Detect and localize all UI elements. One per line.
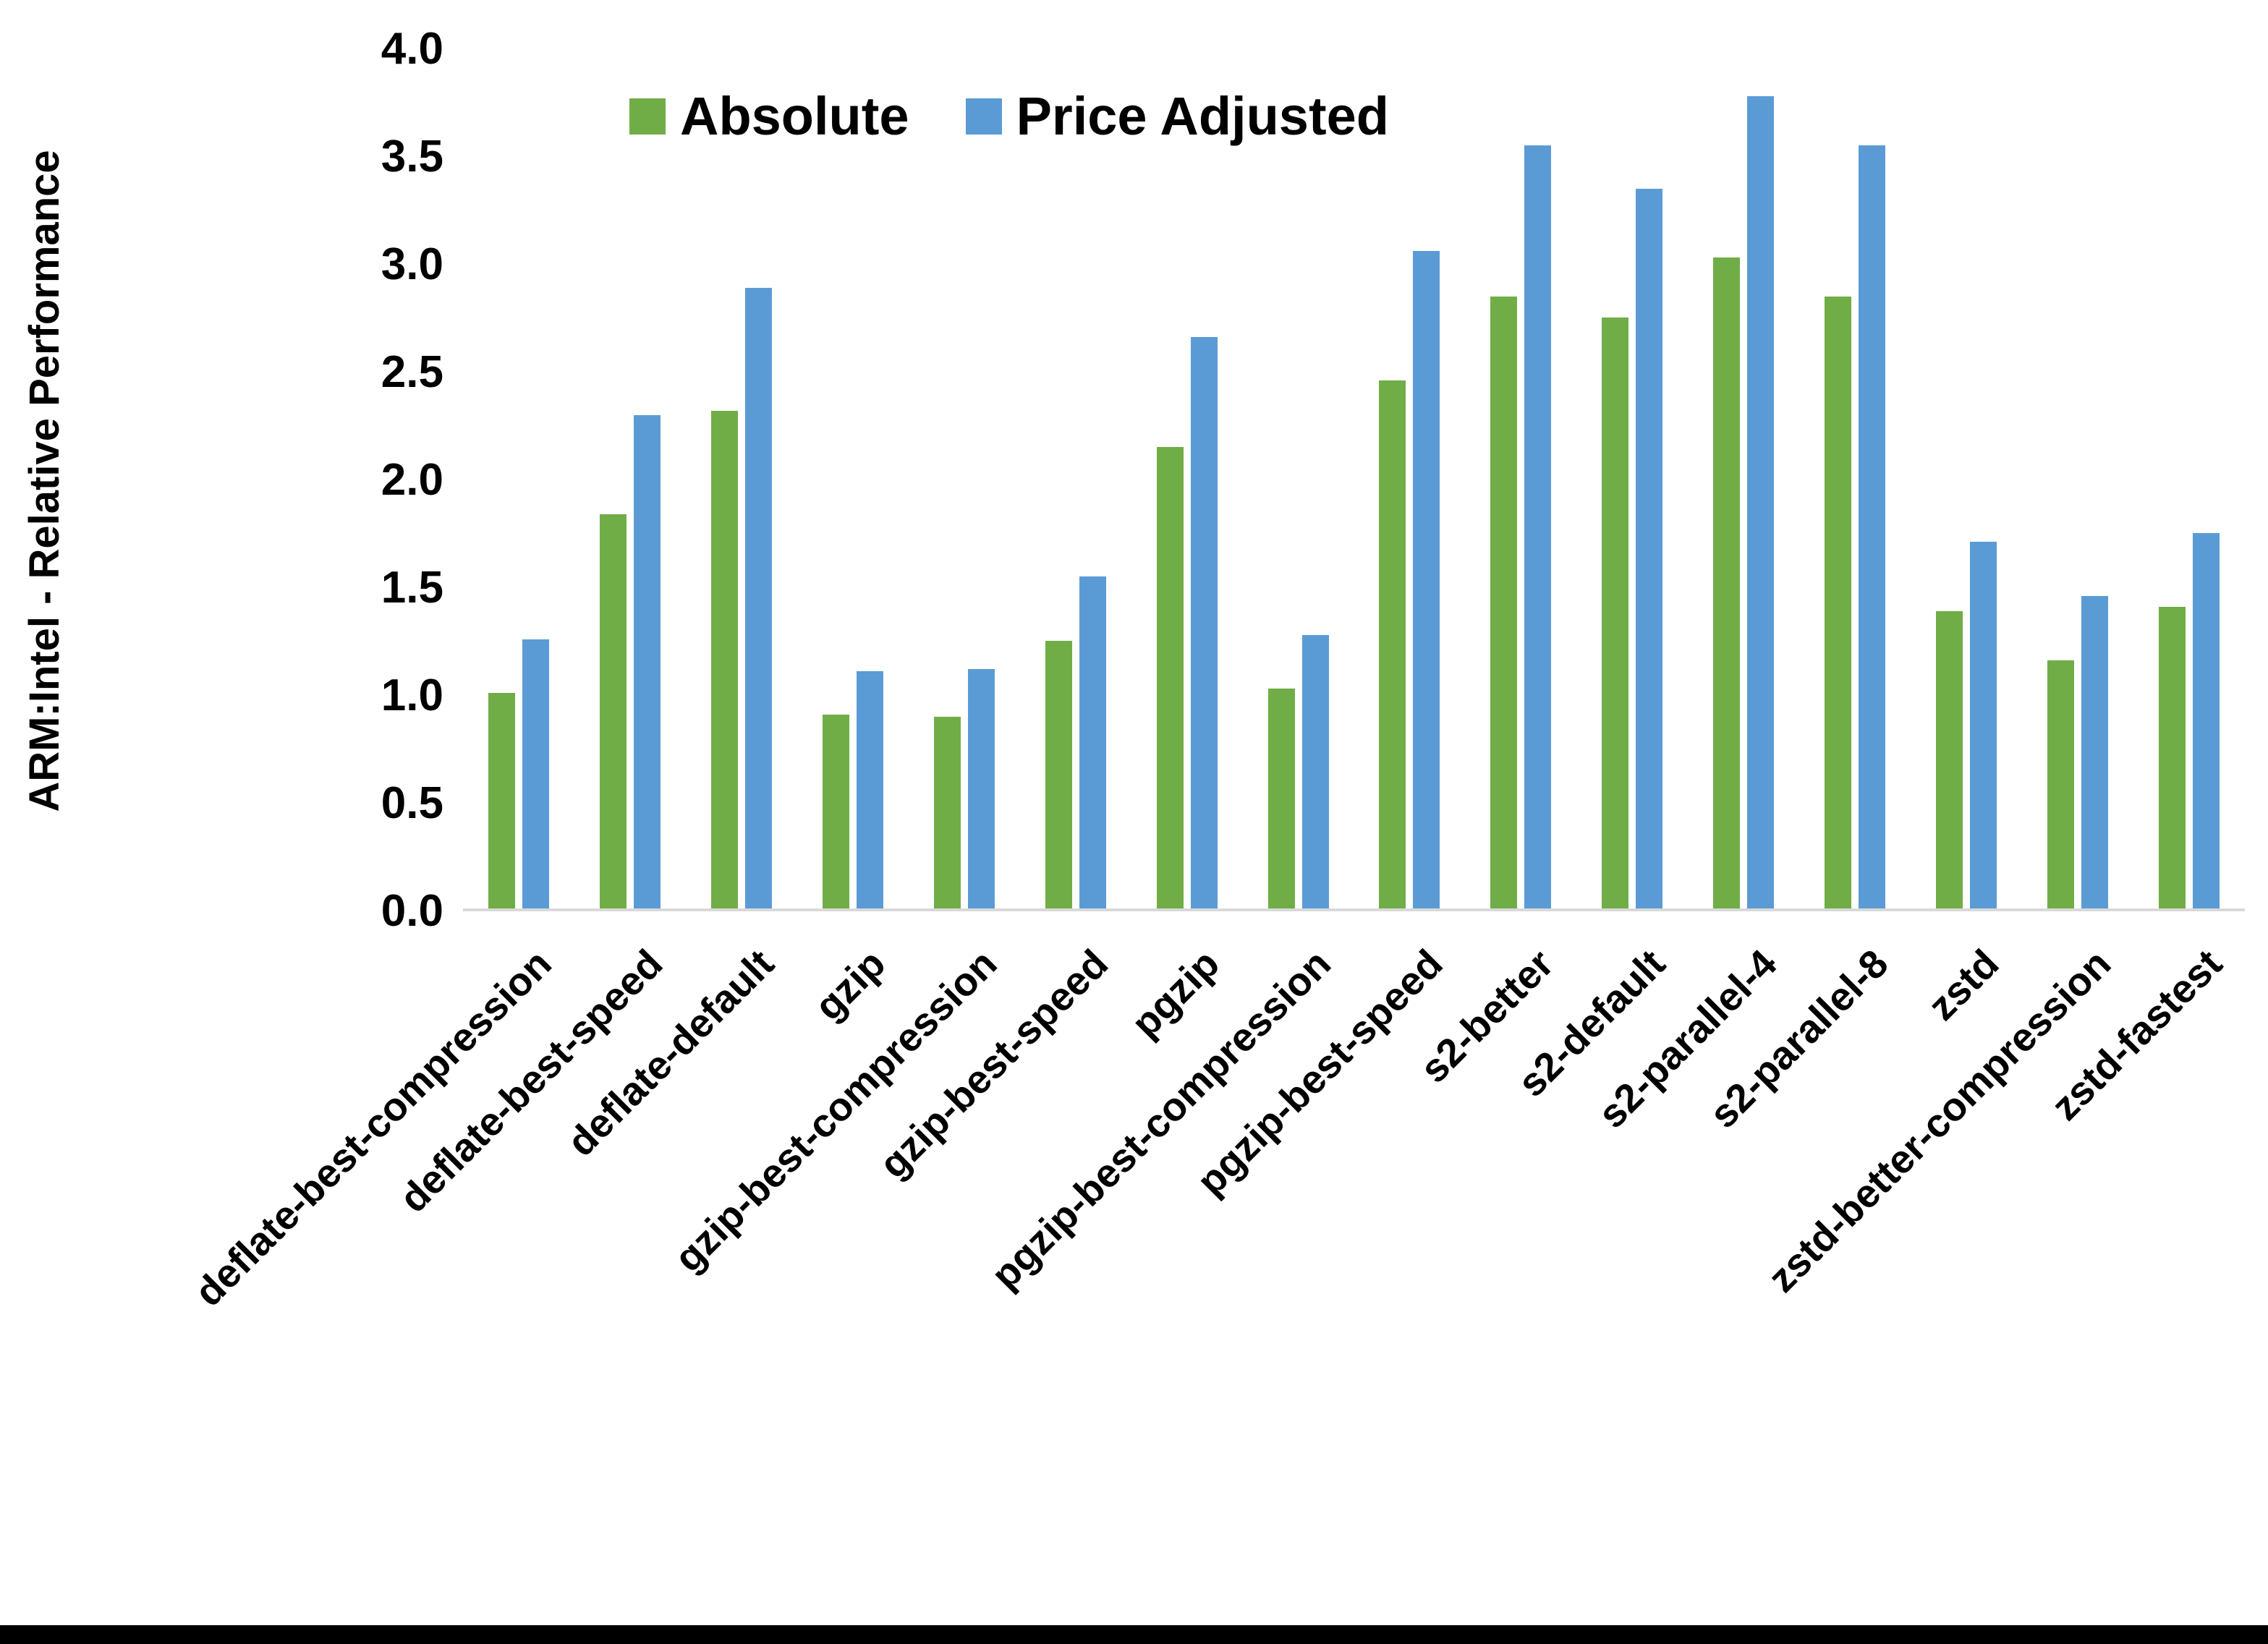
- chart-legend: Absolute Price Adjusted: [629, 90, 1389, 143]
- x-category-label: zstd: [1919, 940, 2008, 1029]
- bar-absolute-s2-parallel-4: [1713, 257, 1741, 908]
- plot-area: [463, 49, 2245, 911]
- bar-absolute-zstd-fastest: [2159, 606, 2186, 908]
- legend-swatch-icon: [629, 98, 666, 135]
- bar-price-adjusted-s2-better: [1524, 145, 1552, 908]
- y-tick-label: 3.5: [381, 132, 443, 182]
- bar-group-zstd-fastest: [2133, 49, 2245, 908]
- legend-item-absolute: Absolute: [629, 90, 909, 143]
- bar-absolute-zstd: [1936, 610, 1963, 908]
- bar-price-adjusted-pgzip-best-compression: [1301, 634, 1329, 908]
- bar-group-pgzip-best-speed: [1354, 49, 1466, 908]
- bar-group-gzip-best-speed: [1020, 49, 1131, 908]
- legend-label: Price Adjusted: [1016, 86, 1389, 146]
- bar-price-adjusted-zstd: [1970, 542, 1997, 908]
- legend-item-price-adjusted: Price Adjusted: [965, 86, 1389, 146]
- bar-absolute-deflate-best-compression: [488, 693, 515, 908]
- bar-group-pgzip: [1131, 49, 1243, 908]
- bar-price-adjusted-s2-parallel-4: [1747, 95, 1775, 908]
- bar-absolute-pgzip: [1156, 447, 1184, 908]
- x-category-label: pgzip: [1123, 940, 1228, 1047]
- legend-label: Absolute: [680, 86, 909, 146]
- bar-group-zstd-better-compression: [2022, 49, 2133, 908]
- bar-price-adjusted-deflate-best-compression: [522, 639, 549, 908]
- legend-swatch-icon: [965, 98, 1002, 135]
- bar-price-adjusted-gzip: [856, 671, 883, 908]
- bar-group-gzip: [797, 49, 909, 908]
- bar-absolute-deflate-best-speed: [599, 514, 627, 908]
- x-axis-category-labels: deflate-best-compression deflate-best-spe…: [186, 914, 2245, 1623]
- y-axis-title: ARM:Intel - Relative Performance: [21, 150, 68, 812]
- bar-price-adjusted-gzip-best-compression: [967, 669, 995, 908]
- bar-absolute-s2-better: [1490, 296, 1518, 908]
- x-label-cell: zstd-fastest: [2042, 914, 2245, 1623]
- bar-absolute-pgzip-best-speed: [1379, 380, 1406, 908]
- bar-price-adjusted-pgzip-best-speed: [1413, 251, 1440, 908]
- bar-price-adjusted-s2-default: [1636, 188, 1663, 908]
- bar-group-s2-default: [1576, 49, 1688, 908]
- y-tick-label: 1.0: [381, 670, 443, 720]
- bar-absolute-deflate-default: [710, 410, 738, 908]
- bar-group-s2-better: [1465, 49, 1576, 908]
- y-tick-label: 4.0: [381, 24, 443, 74]
- bar-group-deflate-best-compression: [463, 49, 574, 908]
- bar-price-adjusted-gzip-best-speed: [1079, 576, 1106, 908]
- y-tick-label: 2.0: [381, 455, 443, 505]
- bar-price-adjusted-deflate-best-speed: [633, 414, 661, 908]
- bar-group-s2-parallel-4: [1688, 49, 1799, 908]
- bar-absolute-pgzip-best-compression: [1267, 689, 1295, 908]
- bar-group-zstd: [1911, 49, 2022, 908]
- bar-price-adjusted-zstd-better-compression: [2081, 595, 2109, 908]
- bar-absolute-gzip-best-compression: [933, 716, 961, 908]
- bar-price-adjusted-deflate-default: [744, 287, 772, 908]
- bar-absolute-s2-default: [1602, 318, 1629, 908]
- bar-price-adjusted-s2-parallel-8: [1859, 145, 1886, 908]
- bar-price-adjusted-pgzip: [1190, 337, 1218, 908]
- y-tick-label: 0.0: [381, 886, 443, 936]
- bar-group-deflate-default: [686, 49, 797, 908]
- bar-group-deflate-best-speed: [574, 49, 686, 908]
- bar-group-s2-parallel-8: [1799, 49, 1911, 908]
- y-tick-label: 1.5: [381, 563, 443, 613]
- y-tick-label: 2.5: [381, 347, 443, 397]
- bar-absolute-gzip-best-speed: [1045, 641, 1072, 908]
- x-category-label: gzip: [806, 940, 894, 1029]
- bar-group-pgzip-best-compression: [1243, 49, 1354, 908]
- y-tick-label: 3.0: [381, 239, 443, 289]
- bar-group-gzip-best-compression: [909, 49, 1020, 908]
- y-tick-label: 0.5: [381, 778, 443, 828]
- bar-absolute-gzip: [822, 714, 849, 908]
- bar-price-adjusted-zstd-fastest: [2193, 533, 2220, 908]
- bottom-border-bar: [0, 1625, 2268, 1644]
- bar-absolute-s2-parallel-8: [1825, 296, 1852, 908]
- bar-absolute-zstd-better-compression: [2047, 660, 2075, 908]
